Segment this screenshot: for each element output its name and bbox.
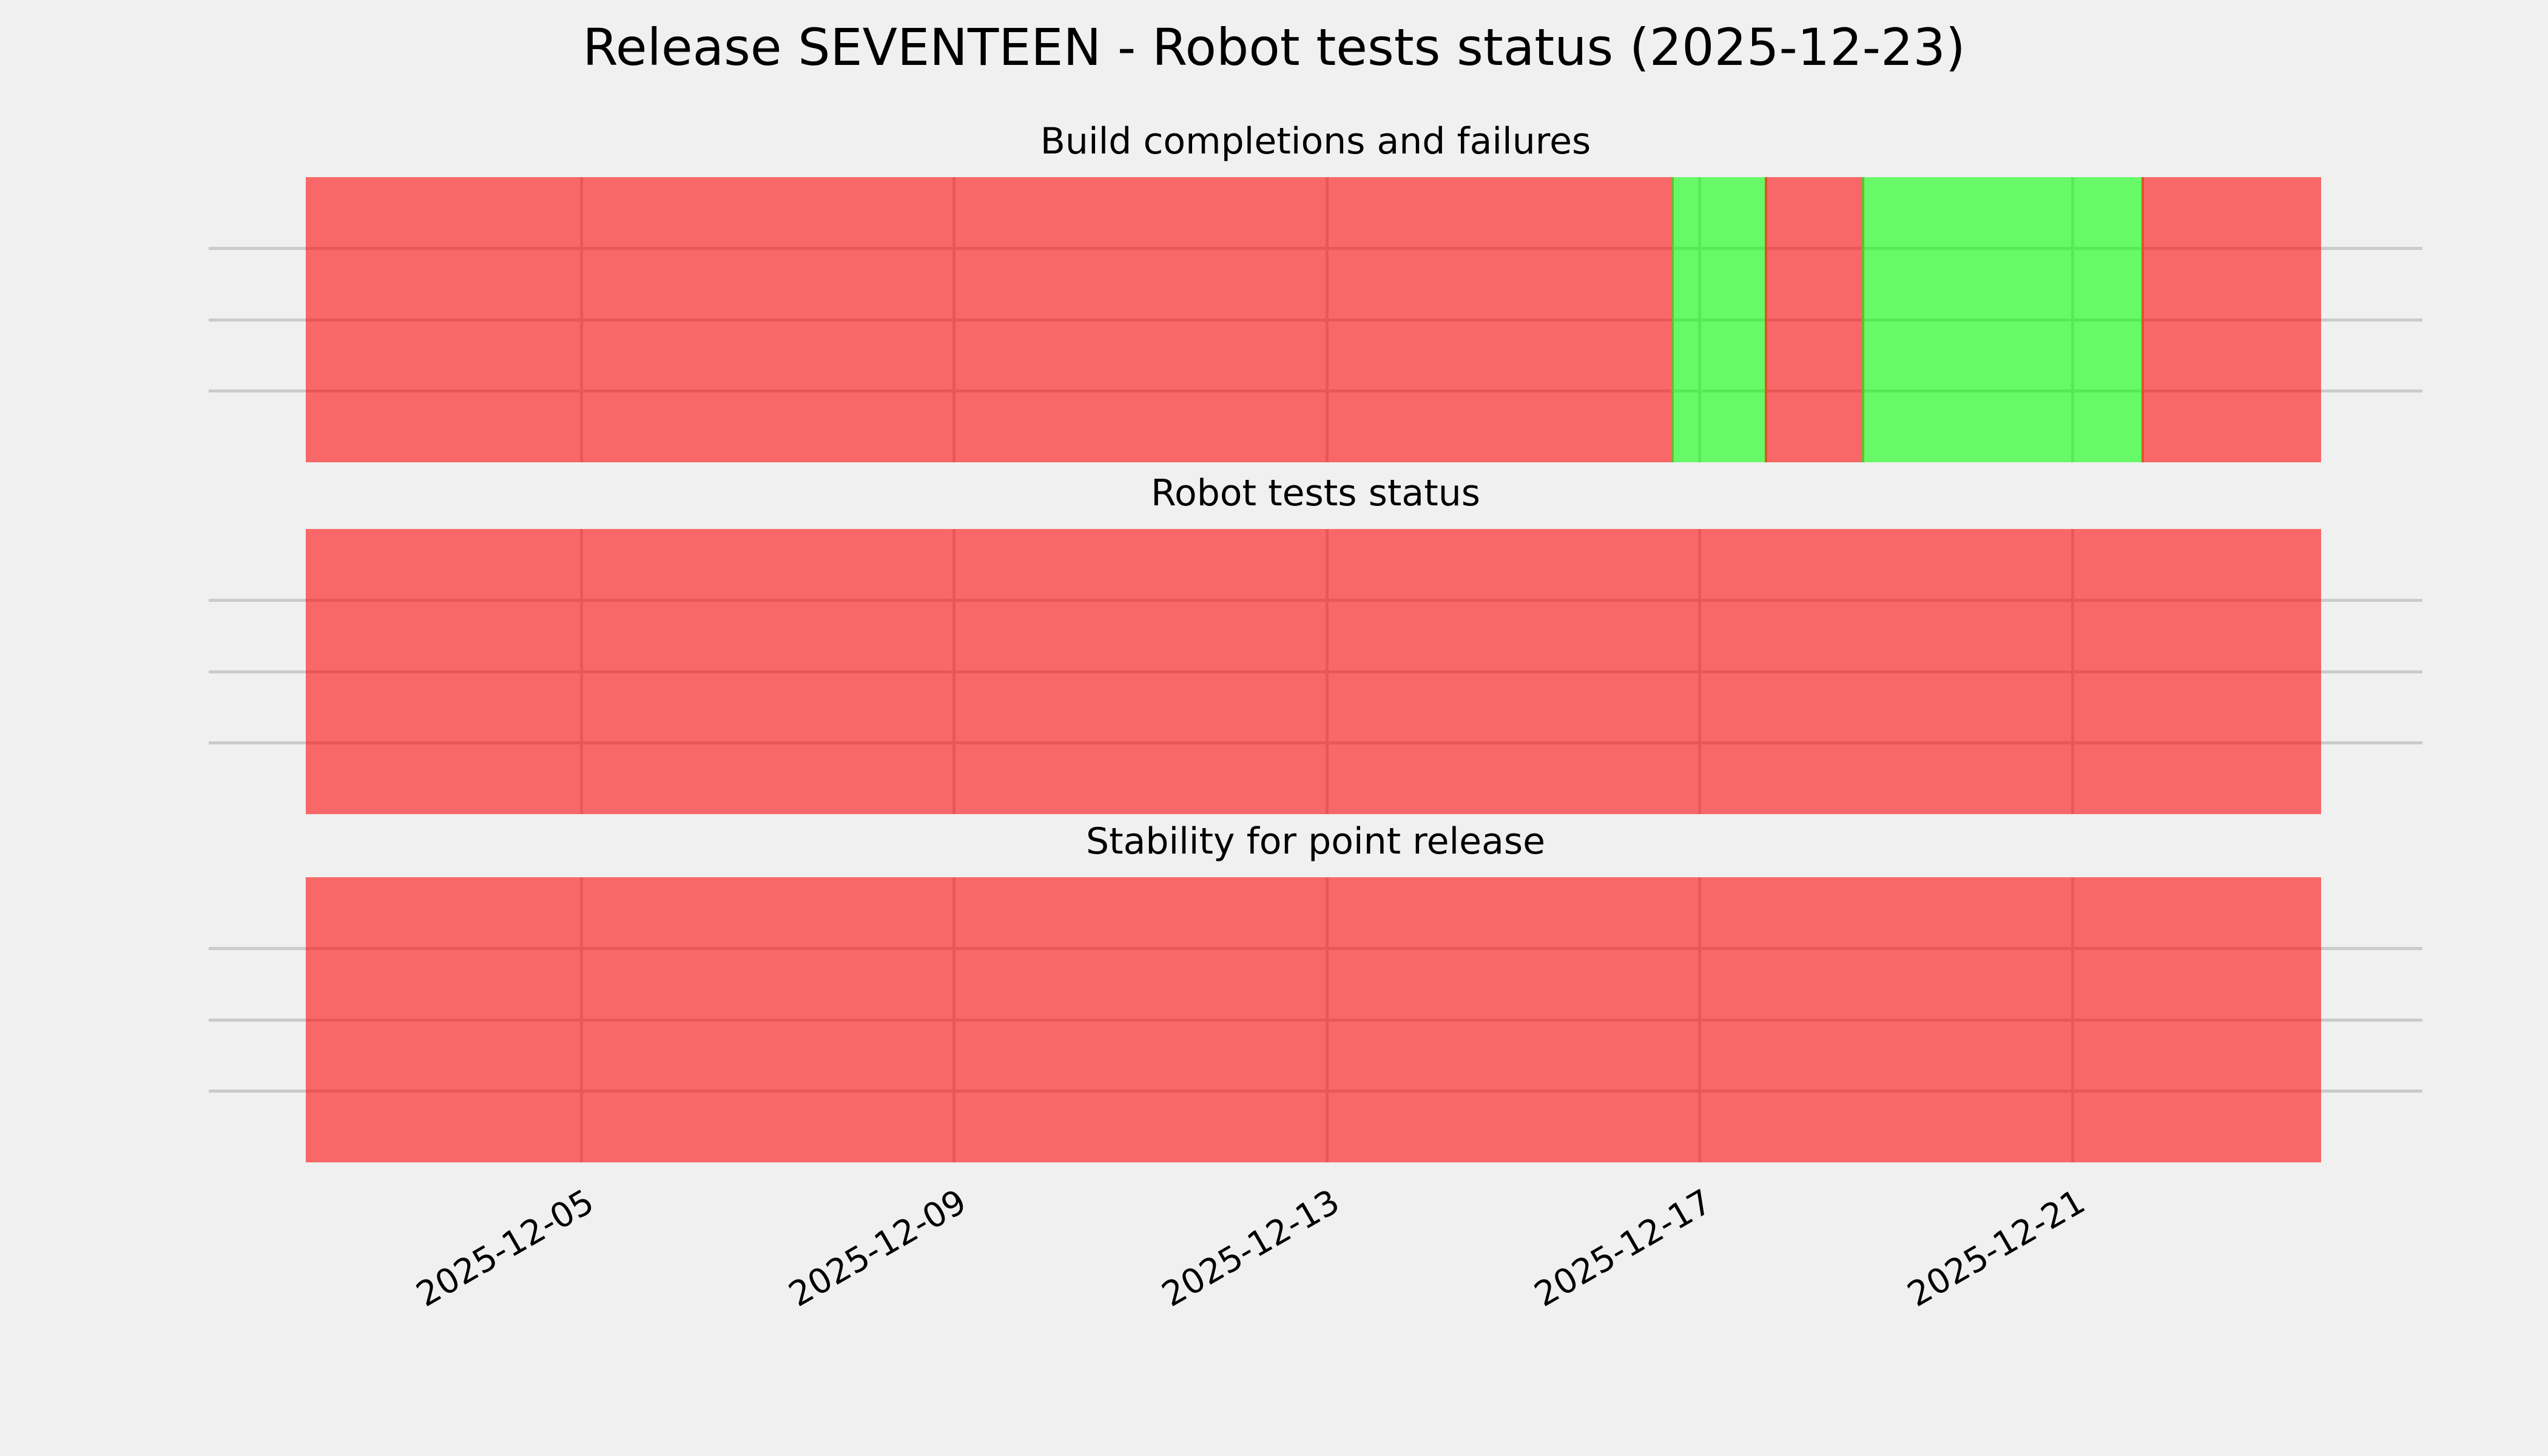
status-timeline bbox=[306, 529, 2321, 814]
subplot-title: Robot tests status bbox=[1150, 472, 1481, 514]
status-segment-fail bbox=[2142, 177, 2321, 462]
status-segment-fail bbox=[1765, 177, 1863, 462]
status-segment-fail bbox=[306, 529, 2321, 814]
status-segment-pass bbox=[1673, 177, 1766, 462]
x-tick-label: 2025-12-21 bbox=[1901, 1182, 2092, 1315]
x-tick-label: 2025-12-17 bbox=[1528, 1182, 1719, 1315]
x-tick-label: 2025-12-13 bbox=[1155, 1182, 1346, 1315]
segment-edge bbox=[1861, 177, 1864, 462]
status-timeline bbox=[306, 877, 2321, 1162]
x-tick-label: 2025-12-09 bbox=[783, 1182, 974, 1315]
status-segment-pass bbox=[1862, 177, 2143, 462]
axes-panel bbox=[209, 877, 2422, 1162]
segment-edge bbox=[1764, 177, 1767, 462]
subplot-title: Build completions and failures bbox=[1040, 120, 1591, 163]
status-segment-fail bbox=[306, 877, 2321, 1162]
axes-panel bbox=[209, 177, 2422, 462]
segment-edge bbox=[2141, 177, 2144, 462]
subplot-title: Stability for point release bbox=[1085, 820, 1546, 863]
segment-edge bbox=[1671, 177, 1674, 462]
axes-panel bbox=[209, 529, 2422, 814]
status-segment-fail bbox=[306, 177, 1673, 462]
status-timeline bbox=[306, 177, 2321, 462]
main-title: Release SEVENTEEN - Robot tests status (… bbox=[582, 18, 1966, 77]
x-tick-label: 2025-12-05 bbox=[410, 1182, 601, 1315]
